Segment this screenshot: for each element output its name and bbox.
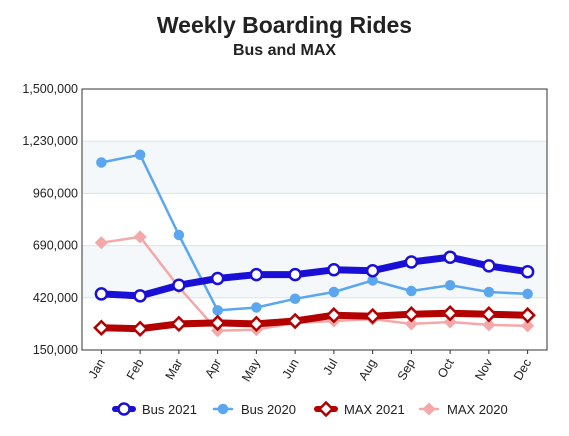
series-bus-2021[interactable]	[94, 250, 535, 303]
legend-marker	[422, 402, 436, 416]
data-point	[209, 314, 226, 332]
data-point	[251, 302, 262, 313]
data-point	[441, 304, 459, 322]
data-point	[483, 286, 495, 298]
series-bus-2020[interactable]	[96, 149, 533, 316]
data-point	[364, 307, 381, 325]
data-point	[482, 318, 496, 332]
x-tick-label: Feb	[124, 356, 147, 382]
legend-label: Bus 2020	[241, 402, 296, 417]
legend-item-bus-2021[interactable]: Bus 2021	[112, 402, 197, 417]
data-point	[328, 286, 340, 298]
series-layer	[93, 149, 536, 338]
data-point	[522, 288, 533, 300]
data-point	[210, 271, 225, 286]
data-point	[521, 319, 535, 333]
legend-marker	[117, 402, 131, 416]
data-point	[444, 279, 456, 291]
legend-item-max-2021[interactable]: MAX 2021	[314, 400, 405, 418]
legend-label: MAX 2021	[344, 402, 405, 417]
plot-band	[82, 141, 547, 194]
data-point	[519, 306, 536, 324]
y-tick-label: 690,000	[33, 239, 78, 253]
y-tick-label: 960,000	[33, 186, 78, 200]
legend-label: Bus 2021	[142, 402, 197, 417]
data-point	[289, 293, 301, 305]
series-line	[100, 235, 529, 332]
data-point	[443, 315, 457, 329]
data-point	[94, 236, 108, 250]
x-tick-label: Aug	[356, 356, 379, 382]
series-max-2021[interactable]	[93, 304, 536, 338]
chart-title: Weekly Boarding Rides	[156, 12, 413, 38]
data-point	[248, 315, 265, 333]
x-tick-label: Jan	[86, 356, 108, 380]
plot-area-border	[81, 88, 548, 351]
data-point	[403, 305, 420, 323]
data-point	[443, 250, 457, 264]
data-point	[93, 319, 110, 337]
x-tick-label: Dec	[511, 357, 534, 383]
chart-subtitle: Bus and MAX	[232, 42, 337, 59]
y-tick-label: 420,000	[33, 291, 78, 305]
x-tick-label: May	[239, 356, 263, 384]
data-point	[134, 149, 146, 160]
data-point	[170, 315, 188, 333]
series-line	[100, 153, 529, 312]
legend[interactable]: Bus 2021 Bus 2020 MAX 2021 MAX 2020	[112, 400, 508, 418]
series-line	[97, 309, 532, 333]
legend-label: MAX 2020	[447, 402, 508, 417]
x-tick-label: Jul	[320, 357, 340, 378]
data-point	[482, 259, 496, 273]
y-tick-label: 150,000	[33, 343, 78, 357]
data-point	[96, 157, 107, 168]
x-tick-label: Apr	[202, 357, 224, 381]
data-point	[172, 278, 186, 292]
x-axis: Jan Feb Mar Apr May Jun Jul Aug Sep Oct Nov Dec	[86, 350, 534, 384]
x-tick-label: Mar	[163, 357, 186, 383]
data-point	[406, 285, 417, 297]
x-tick-label: Nov	[472, 356, 496, 383]
x-tick-label: Oct	[435, 356, 457, 380]
data-point	[325, 306, 343, 324]
y-axis: 150,000 420,000 690,000 960,000 1,230,000 1,5…	[22, 82, 78, 357]
legend-item-max-2020[interactable]: MAX 2020	[418, 402, 508, 417]
data-point	[133, 230, 147, 244]
y-tick-label: 1,500,000	[22, 82, 78, 96]
data-point	[173, 229, 185, 241]
data-point	[249, 267, 264, 282]
x-tick-label: Sep	[395, 356, 418, 382]
data-point	[404, 317, 418, 331]
data-point	[327, 263, 341, 277]
data-point	[286, 312, 304, 330]
data-point	[94, 287, 109, 301]
data-point	[365, 263, 380, 278]
data-point	[131, 320, 149, 338]
data-point	[520, 264, 535, 279]
data-point	[288, 267, 302, 282]
legend-marker	[317, 400, 335, 418]
data-point	[480, 305, 498, 323]
data-point	[133, 289, 147, 303]
y-tick-label: 1,230,000	[22, 134, 78, 148]
data-point	[212, 305, 223, 316]
legend-item-bus-2020[interactable]: Bus 2020	[212, 402, 296, 417]
data-point	[404, 255, 419, 269]
x-tick-label: Jun	[280, 356, 302, 380]
legend-marker	[217, 403, 229, 415]
